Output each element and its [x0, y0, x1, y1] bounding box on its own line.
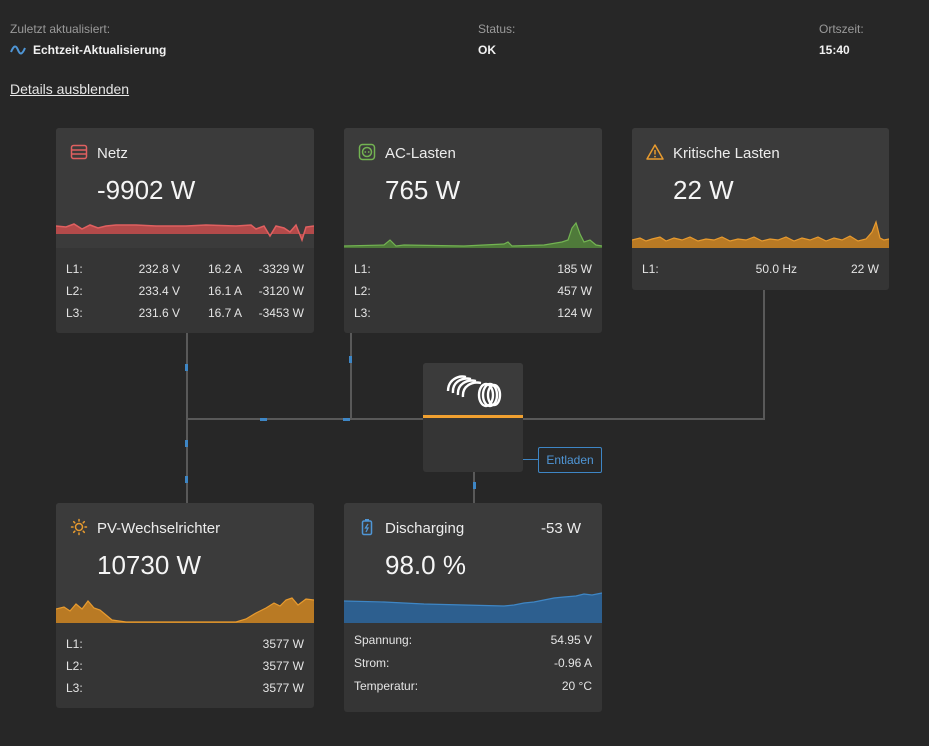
battery-card[interactable]: Discharging -53 W 98.0 % Spannung: 54.95… [344, 503, 602, 712]
last-updated-value: Echtzeit-Aktualisierung [33, 43, 167, 57]
flow-dot [185, 476, 188, 483]
power: 124 W [557, 306, 592, 320]
victron-logo-icon [446, 375, 502, 408]
current-label: Strom: [354, 656, 390, 670]
ac-loads-card[interactable]: AC-Lasten 765 W L1: 185 W L2: 457 W L3: … [344, 128, 602, 333]
voltage-value: 54.95 V [550, 633, 592, 647]
current-value: -0.96 A [553, 656, 592, 670]
power: 3577 W [262, 659, 304, 673]
pv-row-l1: L1: 3577 W [56, 637, 314, 653]
grid-row-l1: L1: 232.8 V 16.2 A -3329 W [56, 262, 314, 278]
critical-loads-title: Kritische Lasten [673, 145, 780, 162]
flow-dot [185, 440, 188, 447]
pv-inverter-card[interactable]: PV-Wechselrichter 10730 W L1: 3577 W L2:… [56, 503, 314, 708]
connector-left [186, 418, 423, 420]
battery-history-chart [344, 592, 602, 623]
battery-soc-value: 98.0 % [385, 550, 466, 580]
voltage: 231.6 V [138, 306, 180, 320]
connector-right [523, 418, 765, 420]
phase-label: L3: [354, 306, 371, 320]
connector-critical [763, 290, 765, 420]
pv-inverter-title: PV-Wechselrichter [97, 520, 221, 537]
phase-label: L1: [642, 262, 659, 276]
current: 16.7 A [207, 306, 242, 320]
voltage-label: Spannung: [354, 633, 413, 647]
voltage: 233.4 V [138, 284, 180, 298]
wave-icon [10, 45, 26, 55]
battery-state-title: Discharging [385, 520, 465, 537]
phase-label: L3: [66, 306, 83, 320]
critical-loads-history-chart [632, 220, 889, 248]
connector-grid-pv [186, 333, 188, 509]
flow-dot [349, 356, 352, 363]
status-label: Status: [478, 22, 516, 36]
grid-history-chart [56, 223, 314, 243]
power: -3329 W [258, 262, 304, 276]
local-time-value: 15:40 [819, 43, 850, 57]
frequency: 50.0 Hz [755, 262, 797, 276]
connector-mode-button [523, 459, 538, 460]
critical-loads-row-l1: L1: 50.0 Hz 22 W [632, 262, 889, 278]
battery-power: -53 W [540, 520, 581, 537]
pv-inverter-history-chart [56, 597, 314, 623]
power: 22 W [850, 262, 879, 276]
temperature-value: 20 °C [561, 679, 592, 693]
grid-card[interactable]: Netz -9902 W L1: 232.8 V 16.2 A -3329 W … [56, 128, 314, 333]
current: 16.1 A [207, 284, 242, 298]
phase-label: L1: [66, 637, 83, 651]
toggle-details-link[interactable]: Details ausblenden [10, 81, 130, 97]
flow-dot [473, 482, 476, 489]
ac-loads-row-l3: L3: 124 W [344, 306, 602, 322]
sun-icon [70, 518, 88, 536]
power: 185 W [557, 262, 592, 276]
status-value: OK [478, 43, 496, 57]
power: 3577 W [262, 681, 304, 695]
grid-icon [70, 144, 88, 160]
grid-title: Netz [97, 145, 128, 162]
power: 457 W [557, 284, 592, 298]
phase-label: L2: [66, 284, 83, 298]
grid-row-l3: L3: 231.6 V 16.7 A -3453 W [56, 306, 314, 322]
phase-label: L1: [354, 262, 371, 276]
grid-row-l2: L2: 233.4 V 16.1 A -3120 W [56, 284, 314, 300]
ac-loads-title: AC-Lasten [385, 145, 456, 162]
critical-loads-card[interactable]: Kritische Lasten 22 W L1: 50.0 Hz 22 W [632, 128, 889, 290]
inverter-card[interactable] [423, 363, 523, 472]
critical-loads-power-value: 22 W [673, 175, 734, 205]
pv-row-l3: L3: 3577 W [56, 681, 314, 697]
connector-acloads [350, 333, 352, 420]
current: 16.2 A [207, 262, 242, 276]
battery-row-voltage: Spannung: 54.95 V [344, 633, 602, 649]
ac-loads-row-l1: L1: 185 W [344, 262, 602, 278]
phase-label: L2: [354, 284, 371, 298]
ac-loads-power-value: 765 W [385, 175, 461, 205]
flow-dot [185, 364, 188, 371]
phase-label: L3: [66, 681, 83, 695]
pv-inverter-power-value: 10730 W [97, 550, 202, 580]
last-updated-label: Zuletzt aktualisiert: [10, 22, 111, 36]
local-time-label: Ortszeit: [819, 22, 864, 36]
voltage: 232.8 V [138, 262, 180, 276]
flow-dot [343, 418, 350, 421]
pv-row-l2: L2: 3577 W [56, 659, 314, 675]
temperature-label: Temperatur: [354, 679, 419, 693]
flow-dot [260, 418, 267, 421]
battery-row-temperature: Temperatur: 20 °C [344, 679, 602, 695]
grid-power-value: -9902 W [97, 175, 196, 205]
ac-loads-history-chart [344, 221, 602, 248]
warning-icon [646, 144, 664, 160]
battery-row-current: Strom: -0.96 A [344, 656, 602, 672]
phase-label: L1: [66, 262, 83, 276]
power: 3577 W [262, 637, 304, 651]
ac-loads-row-l2: L2: 457 W [344, 284, 602, 300]
outlet-icon [358, 143, 376, 161]
battery-icon [361, 519, 373, 536]
power: -3120 W [258, 284, 304, 298]
power: -3453 W [258, 306, 304, 320]
inverter-mode-button[interactable]: Entladen [538, 447, 602, 473]
phase-label: L2: [66, 659, 83, 673]
